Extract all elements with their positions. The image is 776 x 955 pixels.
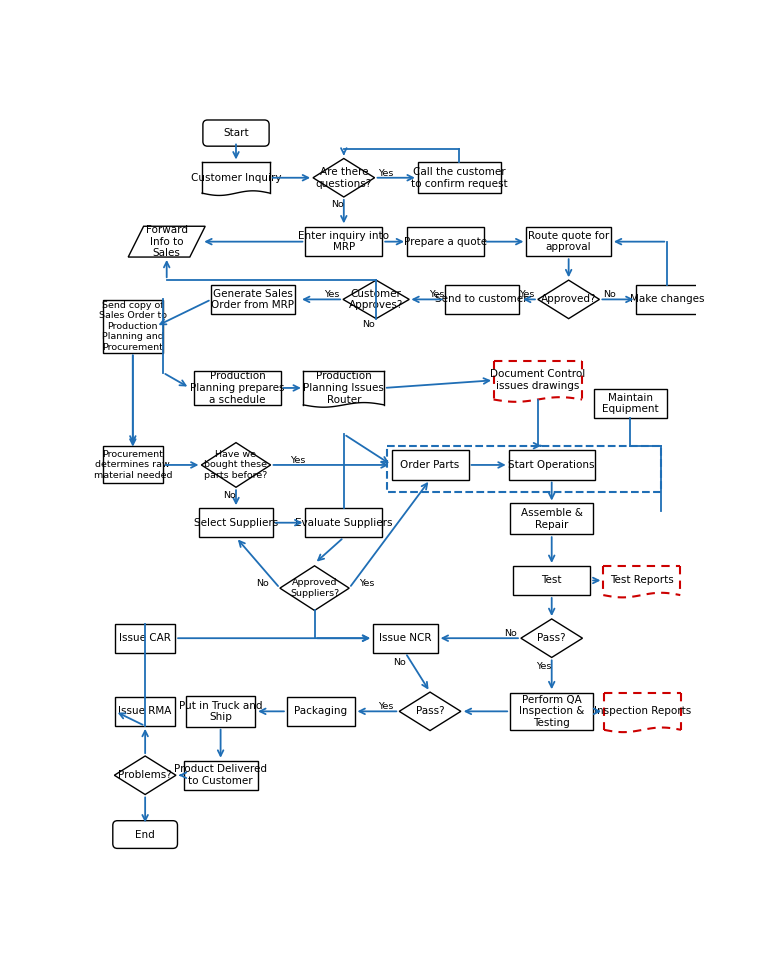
FancyBboxPatch shape (494, 361, 582, 399)
Text: Pass?: Pass? (538, 633, 566, 644)
FancyBboxPatch shape (115, 624, 175, 653)
Polygon shape (280, 565, 349, 610)
FancyBboxPatch shape (594, 389, 667, 418)
Text: Are there
questions?: Are there questions? (316, 167, 372, 188)
FancyBboxPatch shape (184, 760, 258, 790)
FancyBboxPatch shape (202, 162, 270, 193)
Text: Assemble &
Repair: Assemble & Repair (521, 508, 583, 530)
Polygon shape (114, 756, 176, 795)
FancyBboxPatch shape (199, 508, 273, 538)
FancyBboxPatch shape (510, 503, 594, 534)
Text: Issue RMA: Issue RMA (119, 707, 171, 716)
FancyBboxPatch shape (211, 285, 295, 314)
Polygon shape (538, 280, 599, 319)
Text: Issue CAR: Issue CAR (120, 633, 171, 644)
FancyBboxPatch shape (102, 447, 163, 483)
FancyBboxPatch shape (305, 227, 383, 256)
Text: Put in Truck and
Ship: Put in Truck and Ship (178, 701, 262, 722)
FancyBboxPatch shape (604, 693, 681, 730)
Text: Send copy of
Sales Order to
Production
Planning and
Procurement: Send copy of Sales Order to Production P… (99, 301, 167, 351)
Text: Yes: Yes (536, 662, 552, 671)
FancyBboxPatch shape (303, 371, 384, 405)
FancyBboxPatch shape (195, 371, 281, 405)
Text: Yes: Yes (378, 169, 393, 178)
Text: Yes: Yes (378, 702, 393, 711)
Text: Have we
bought these
parts before?: Have we bought these parts before? (204, 450, 268, 479)
FancyBboxPatch shape (510, 693, 594, 730)
FancyBboxPatch shape (186, 696, 255, 727)
Text: Yes: Yes (359, 579, 375, 588)
Text: Approved
Suppliers?: Approved Suppliers? (290, 579, 339, 598)
FancyBboxPatch shape (113, 820, 178, 848)
Text: Issue NCR: Issue NCR (379, 633, 431, 644)
Text: Yes: Yes (290, 456, 305, 465)
Text: Select Suppliers: Select Suppliers (194, 518, 278, 528)
FancyBboxPatch shape (115, 697, 175, 726)
Text: Yes: Yes (429, 290, 445, 299)
Polygon shape (201, 442, 271, 487)
Text: Approved?: Approved? (541, 294, 597, 305)
Text: Test Reports: Test Reports (610, 576, 674, 585)
FancyBboxPatch shape (392, 451, 469, 479)
FancyBboxPatch shape (417, 162, 501, 193)
Text: Start Operations: Start Operations (508, 460, 595, 470)
FancyBboxPatch shape (636, 285, 698, 314)
Text: Forward
Info to
Sales: Forward Info to Sales (146, 225, 188, 258)
FancyBboxPatch shape (407, 227, 484, 256)
Text: Production
Planning prepares
a schedule: Production Planning prepares a schedule (190, 371, 285, 405)
FancyBboxPatch shape (513, 565, 591, 595)
Text: Route quote for
approval: Route quote for approval (528, 231, 609, 252)
Text: Send to customer: Send to customer (435, 294, 528, 305)
FancyBboxPatch shape (102, 300, 163, 352)
Text: Maintain
Equipment: Maintain Equipment (602, 393, 659, 414)
Text: Test: Test (542, 576, 562, 585)
Text: Problems?: Problems? (118, 771, 172, 780)
Text: No: No (362, 320, 375, 329)
Text: Evaluate Suppliers: Evaluate Suppliers (295, 518, 393, 528)
Text: Pass?: Pass? (416, 707, 445, 716)
Text: Order Parts: Order Parts (400, 460, 459, 470)
Polygon shape (313, 159, 375, 197)
Text: Inspection Reports: Inspection Reports (594, 707, 691, 716)
Text: Start: Start (223, 128, 249, 138)
Text: Yes: Yes (324, 290, 340, 299)
Text: Enter inquiry into
MRP: Enter inquiry into MRP (298, 231, 390, 252)
FancyBboxPatch shape (603, 565, 681, 595)
Text: No: No (393, 658, 406, 668)
FancyBboxPatch shape (305, 508, 383, 538)
Text: Call the customer
to confirm request: Call the customer to confirm request (411, 167, 508, 188)
FancyBboxPatch shape (287, 697, 355, 726)
Text: Yes: Yes (519, 290, 535, 299)
FancyBboxPatch shape (508, 451, 595, 479)
Text: No: No (331, 201, 344, 209)
Text: Packaging: Packaging (294, 707, 348, 716)
Text: Customer
Approves?: Customer Approves? (349, 288, 404, 310)
Text: No: No (223, 491, 236, 500)
Text: No: No (603, 290, 616, 299)
Text: Prepare a quote: Prepare a quote (404, 237, 487, 246)
Text: Product Delivered
to Customer: Product Delivered to Customer (174, 764, 267, 786)
Text: Production
Planning Issues
Router: Production Planning Issues Router (303, 371, 384, 405)
Text: End: End (135, 830, 155, 839)
Text: Make changes: Make changes (630, 294, 705, 305)
Text: Procurement
determines raw
material needed: Procurement determines raw material need… (94, 450, 172, 479)
Text: No: No (256, 579, 268, 588)
Text: Generate Sales
Order from MRP: Generate Sales Order from MRP (211, 288, 294, 310)
FancyBboxPatch shape (373, 624, 438, 653)
FancyBboxPatch shape (203, 120, 269, 146)
FancyBboxPatch shape (526, 227, 611, 256)
Polygon shape (399, 692, 461, 731)
FancyBboxPatch shape (445, 285, 518, 314)
Text: Document Control
issues drawings: Document Control issues drawings (490, 370, 585, 391)
Polygon shape (128, 226, 205, 257)
Text: Customer Inquiry: Customer Inquiry (191, 173, 281, 182)
Polygon shape (521, 619, 583, 657)
Text: Perform QA
Inspection &
Testing: Perform QA Inspection & Testing (519, 694, 584, 728)
Text: No: No (504, 629, 517, 638)
Polygon shape (343, 280, 409, 319)
